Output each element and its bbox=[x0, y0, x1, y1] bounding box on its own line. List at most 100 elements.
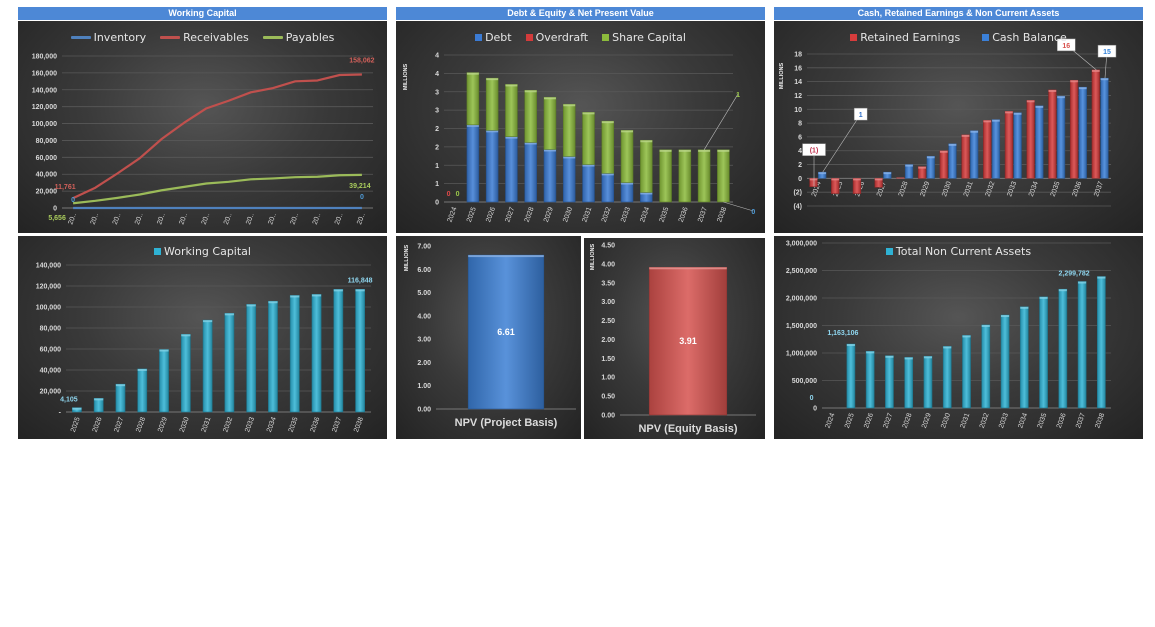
bar-bevel bbox=[1035, 105, 1044, 108]
x-tick-label: 2030 bbox=[941, 181, 953, 198]
line-marker-icon bbox=[160, 36, 181, 39]
x-tick-label: 2031 bbox=[963, 181, 975, 198]
working-capital-line-chart: Inventory Receivables Payables 0 20,000 40… bbox=[18, 21, 387, 233]
bar-bevel bbox=[640, 140, 653, 143]
bar-share-capital bbox=[697, 149, 711, 203]
bar-retained-earnings bbox=[1091, 69, 1100, 179]
bar-bevel bbox=[1000, 315, 1010, 318]
y-tick-label: 12 bbox=[794, 93, 802, 100]
x-tick-label: 2029 bbox=[157, 416, 169, 433]
bar-cash-balance bbox=[991, 119, 1001, 179]
legend-label: Working Capital bbox=[164, 245, 251, 258]
bar-total-non-current-assets bbox=[885, 355, 894, 409]
square-marker-icon bbox=[602, 34, 610, 41]
bar-working-capital bbox=[115, 383, 126, 413]
y-tick-label: 1,000,000 bbox=[786, 351, 817, 358]
x-tick-label: 20.. bbox=[67, 212, 78, 225]
legend: Total Non Current Assets bbox=[774, 245, 1143, 258]
y-tick-label: 60,000 bbox=[40, 347, 62, 354]
x-tick-label: 2030 bbox=[940, 412, 952, 429]
bar-cash-balance bbox=[926, 155, 935, 179]
data-label: 3.91 bbox=[679, 336, 697, 346]
bar-bevel bbox=[524, 142, 537, 145]
bar-bevel bbox=[905, 164, 913, 167]
data-label: 0 bbox=[810, 395, 814, 402]
legend-label: Debt bbox=[485, 31, 512, 44]
bar-share-capital bbox=[659, 149, 672, 203]
bar-bevel bbox=[466, 124, 479, 127]
bar-debt bbox=[524, 142, 537, 203]
bar-bevel bbox=[992, 119, 1000, 122]
bar-bevel bbox=[1020, 306, 1029, 309]
x-tick-label: 2025 bbox=[70, 416, 82, 433]
bar-bevel bbox=[1039, 296, 1048, 299]
y-tick-label: 500,000 bbox=[792, 378, 817, 385]
y-axis-title: MILLIONS bbox=[403, 64, 409, 91]
y-tick-label: 180,000 bbox=[32, 54, 57, 61]
bar-debt bbox=[466, 124, 480, 203]
x-tick-label: 2024 bbox=[825, 412, 837, 429]
bar-total-non-current-assets bbox=[846, 343, 856, 409]
y-tick-label: 16 bbox=[794, 65, 802, 72]
y-tick-label: 10 bbox=[794, 107, 802, 114]
legend-label: Share Capital bbox=[612, 31, 686, 44]
x-tick-label: 2034 bbox=[1028, 181, 1040, 198]
bar-debt bbox=[543, 149, 557, 203]
x-tick-label: 2029 bbox=[919, 181, 931, 198]
bar-debt bbox=[485, 130, 499, 203]
chart-svg: 0 500,000 1,000,000 1,500,000 2,000,000 2,500… bbox=[786, 241, 1111, 429]
bar-total-non-current-assets bbox=[942, 346, 952, 409]
y-tick-label: (4) bbox=[793, 204, 802, 211]
x-tick-label: 2033 bbox=[620, 206, 632, 223]
data-label: 1 bbox=[859, 112, 863, 119]
y-tick-label: 2.00 bbox=[417, 360, 431, 367]
legend-item-retained-earnings: Retained Earnings bbox=[850, 31, 960, 44]
y-tick-label: 7.00 bbox=[417, 244, 431, 251]
bar-cash-balance bbox=[904, 164, 914, 179]
bar-cash-balance bbox=[1056, 95, 1066, 179]
bar-bevel bbox=[678, 149, 691, 152]
y-tick-label: - bbox=[59, 410, 62, 417]
bar-bevel bbox=[866, 351, 875, 354]
chart-svg: 0 1 1 2 2 3 3 4 4 MILLIONS 2024 2025 2026 2027 2028 202… bbox=[403, 53, 755, 224]
bar-bevel bbox=[543, 97, 556, 100]
bar-bevel bbox=[563, 156, 576, 159]
square-marker-icon bbox=[154, 248, 162, 255]
series-line-receivables bbox=[72, 73, 362, 200]
x-tick-label: 2028 bbox=[898, 181, 910, 198]
legend-item-receivables: Receivables bbox=[160, 31, 249, 44]
x-tick-label: 2035 bbox=[659, 206, 671, 223]
y-tick-label: 0.00 bbox=[417, 407, 431, 414]
header-working-capital: Working Capital bbox=[18, 7, 387, 20]
legend-label: Total Non Current Assets bbox=[895, 245, 1032, 258]
x-tick-label: 2037 bbox=[1075, 412, 1087, 429]
bar-retained-earnings bbox=[1069, 79, 1079, 179]
x-tick-label: 20.. bbox=[90, 212, 101, 225]
x-tick-label: 2037 bbox=[697, 206, 709, 223]
bar-working-capital bbox=[333, 289, 344, 413]
data-label: 0 bbox=[751, 209, 755, 216]
bar-share-capital bbox=[543, 96, 557, 150]
x-tick-label: 2025 bbox=[466, 206, 478, 223]
bar-bevel bbox=[1070, 80, 1078, 83]
x-tick-label: 20.. bbox=[156, 212, 167, 225]
bar-share-capital bbox=[678, 149, 692, 203]
bar-working-capital bbox=[159, 349, 169, 413]
x-tick-label: 20.. bbox=[356, 212, 367, 225]
bar-bevel bbox=[290, 295, 300, 298]
y-axis-title: MILLIONS bbox=[404, 245, 410, 272]
bar-bevel bbox=[874, 178, 883, 181]
bar-bevel bbox=[333, 289, 343, 292]
x-tick-label: 2036 bbox=[310, 416, 322, 433]
legend-item-debt: Debt bbox=[475, 31, 512, 44]
bar-bevel bbox=[1078, 87, 1087, 90]
y-tick-label: 1,500,000 bbox=[786, 323, 817, 330]
y-tick-label: 3,000,000 bbox=[786, 241, 817, 248]
x-tick-label: 2036 bbox=[678, 206, 690, 223]
bar-bevel bbox=[1091, 69, 1100, 72]
callout-box bbox=[1097, 44, 1117, 58]
bar-bevel bbox=[159, 349, 169, 352]
x-tick-label: 20.. bbox=[312, 212, 323, 225]
x-tick-label: 20.. bbox=[290, 212, 301, 225]
x-tick-label: 2030 bbox=[179, 416, 191, 433]
